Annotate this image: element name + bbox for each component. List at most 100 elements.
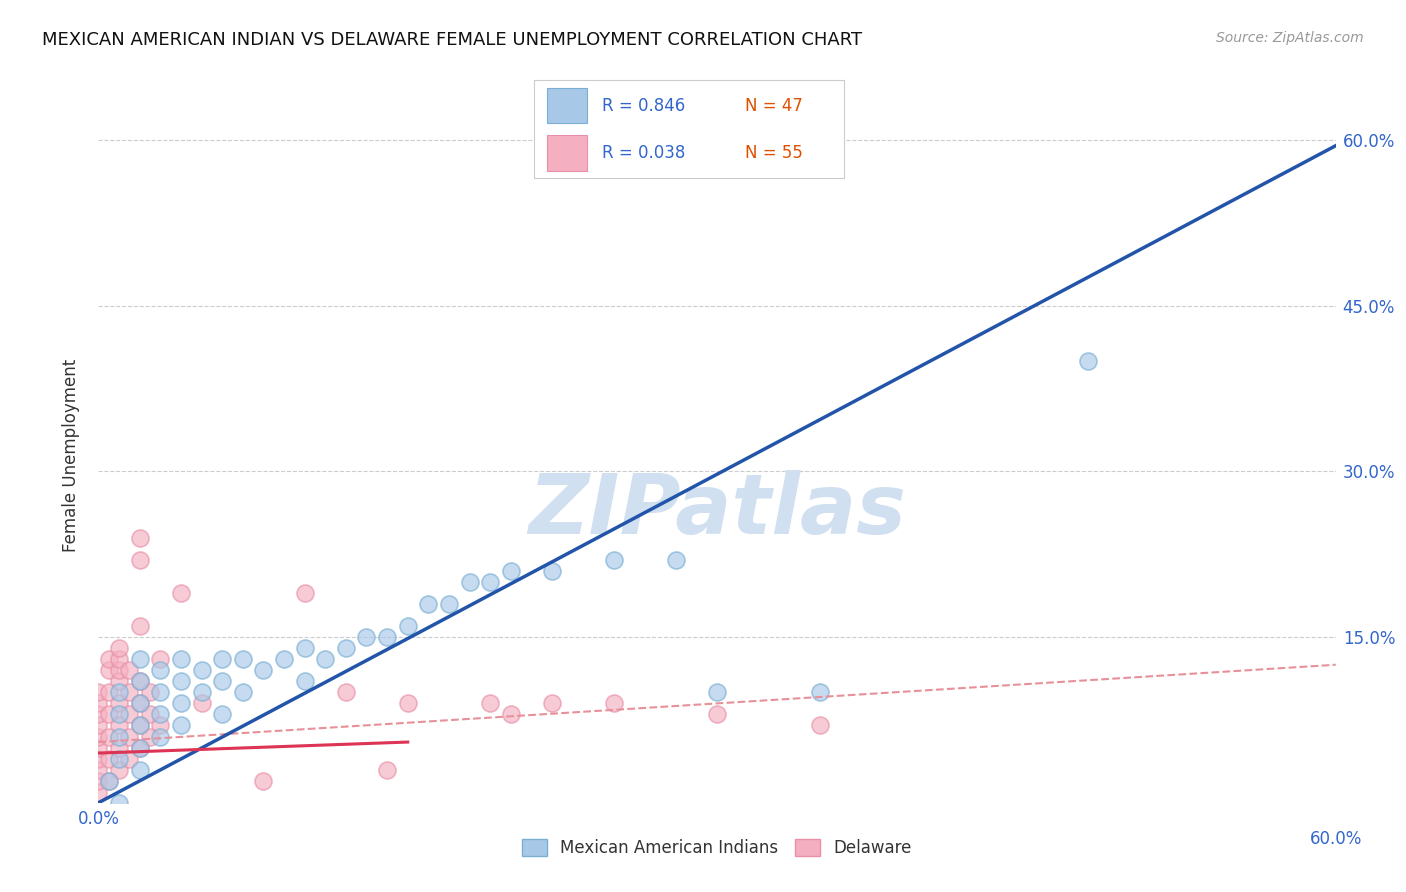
Point: [479, 574, 502, 589]
Point: [128, 531, 150, 545]
Point: [108, 697, 131, 711]
Point: [97, 652, 120, 666]
Point: [149, 730, 172, 744]
Text: R = 0.846: R = 0.846: [602, 97, 686, 115]
Bar: [547, 136, 586, 170]
Point: [87, 763, 110, 777]
Point: [128, 740, 150, 755]
Point: [211, 674, 233, 689]
Point: [541, 697, 564, 711]
Bar: [547, 88, 586, 123]
Point: [97, 685, 120, 699]
Point: [87, 751, 110, 765]
Point: [118, 730, 141, 744]
Point: [356, 630, 378, 644]
Point: [170, 697, 193, 711]
Point: [128, 697, 150, 711]
Point: [418, 597, 440, 611]
Point: [170, 652, 193, 666]
Point: [128, 718, 150, 732]
Point: [128, 674, 150, 689]
Point: [108, 641, 131, 656]
Point: [211, 707, 233, 722]
Point: [108, 740, 131, 755]
Point: [118, 707, 141, 722]
Point: [499, 707, 522, 722]
Point: [139, 707, 162, 722]
Point: [458, 574, 481, 589]
Point: [108, 730, 131, 744]
Text: ZIPatlas: ZIPatlas: [529, 470, 905, 551]
Point: [190, 663, 212, 677]
Point: [149, 685, 172, 699]
Point: [87, 685, 110, 699]
Text: 60.0%: 60.0%: [1309, 830, 1362, 848]
Point: [665, 553, 688, 567]
Point: [335, 641, 357, 656]
Point: [396, 619, 419, 633]
Point: [108, 663, 131, 677]
Point: [87, 730, 110, 744]
Point: [252, 773, 274, 788]
Text: MEXICAN AMERICAN INDIAN VS DELAWARE FEMALE UNEMPLOYMENT CORRELATION CHART: MEXICAN AMERICAN INDIAN VS DELAWARE FEMA…: [42, 31, 862, 49]
Point: [149, 663, 172, 677]
Point: [252, 663, 274, 677]
Text: Source: ZipAtlas.com: Source: ZipAtlas.com: [1216, 31, 1364, 45]
Point: [396, 697, 419, 711]
Point: [706, 685, 728, 699]
Point: [294, 674, 316, 689]
Point: [128, 674, 150, 689]
Point: [108, 707, 131, 722]
Point: [375, 630, 398, 644]
Point: [190, 685, 212, 699]
Point: [108, 796, 131, 810]
Point: [118, 685, 141, 699]
Y-axis label: Female Unemployment: Female Unemployment: [62, 359, 80, 551]
Point: [97, 663, 120, 677]
Point: [541, 564, 564, 578]
Point: [128, 619, 150, 633]
Text: N = 55: N = 55: [745, 144, 803, 161]
Point: [314, 652, 336, 666]
Legend: Mexican American Indians, Delaware: Mexican American Indians, Delaware: [516, 832, 918, 864]
Point: [139, 685, 162, 699]
Point: [97, 707, 120, 722]
Point: [97, 730, 120, 744]
Point: [128, 763, 150, 777]
Point: [170, 718, 193, 732]
Point: [603, 553, 626, 567]
Point: [706, 707, 728, 722]
Point: [232, 685, 254, 699]
Point: [97, 751, 120, 765]
Point: [273, 652, 295, 666]
Text: R = 0.038: R = 0.038: [602, 144, 686, 161]
Point: [108, 652, 131, 666]
Point: [808, 685, 831, 699]
Point: [149, 718, 172, 732]
Point: [170, 674, 193, 689]
Point: [808, 718, 831, 732]
Point: [118, 751, 141, 765]
Point: [437, 597, 460, 611]
Point: [128, 652, 150, 666]
Point: [108, 674, 131, 689]
Point: [97, 773, 120, 788]
Point: [128, 718, 150, 732]
Point: [375, 763, 398, 777]
Point: [108, 751, 131, 765]
Point: [499, 564, 522, 578]
Point: [139, 730, 162, 744]
Point: [149, 652, 172, 666]
Point: [603, 697, 626, 711]
Point: [190, 697, 212, 711]
Point: [87, 773, 110, 788]
Point: [294, 586, 316, 600]
Point: [87, 740, 110, 755]
Point: [97, 773, 120, 788]
Point: [118, 663, 141, 677]
Point: [128, 697, 150, 711]
Point: [149, 707, 172, 722]
Point: [1077, 354, 1099, 368]
Point: [479, 697, 502, 711]
Point: [108, 685, 131, 699]
